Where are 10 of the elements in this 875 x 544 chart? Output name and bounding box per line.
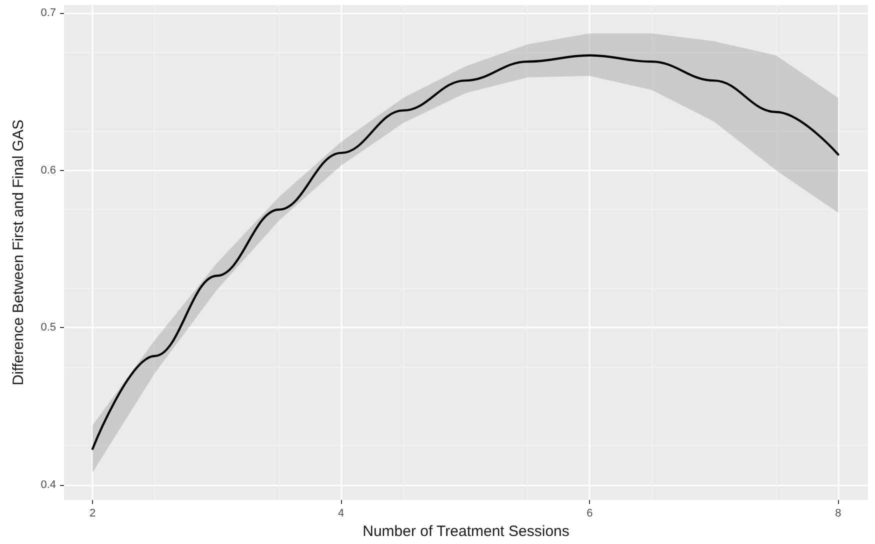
y-axis-title: Difference Between First and Final GAS <box>10 120 27 386</box>
y-tick-label: 0.7 <box>40 6 56 19</box>
x-tick-label: 6 <box>586 508 593 520</box>
x-tick-label: 8 <box>835 508 842 520</box>
x-axis-title: Number of Treatment Sessions <box>362 522 570 540</box>
y-tick-label: 0.4 <box>40 479 56 492</box>
x-tick-label: 2 <box>90 508 96 520</box>
y-tick-label: 0.5 <box>40 322 56 334</box>
x-tick-label: 4 <box>338 508 344 520</box>
y-tick-label: 0.6 <box>40 164 56 176</box>
